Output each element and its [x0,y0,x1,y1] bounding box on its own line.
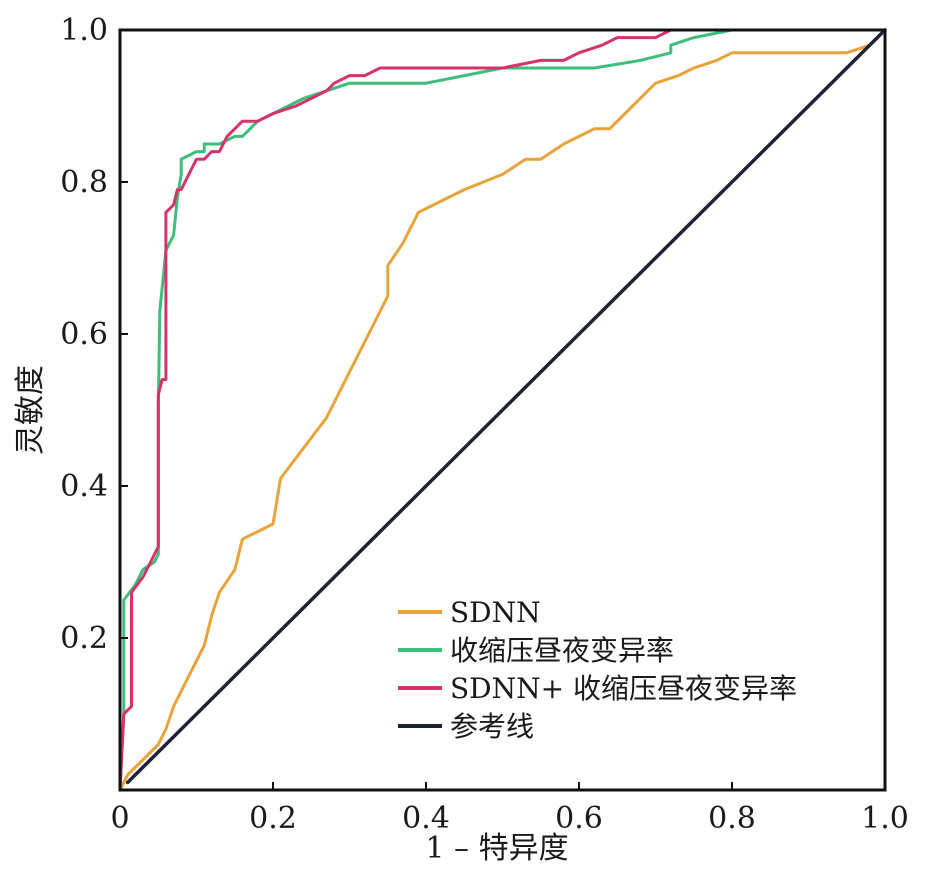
x-tick-label: 0 [110,801,129,836]
y-axis: 0.2 0.4 0.6 0.8 1.0 [60,13,128,656]
x-axis-label: 1 – 特异度 [425,831,568,866]
y-axis-label: 灵敏度 [13,365,48,455]
series-line-3 [125,28,887,785]
y-tick-label: 0.8 [60,165,108,200]
x-tick-label: 0.2 [249,801,297,836]
y-tick-label: 1.0 [60,13,108,48]
plot-area [118,28,887,792]
legend-label: 参考线 [450,710,534,743]
legend-label: SDNN+ 收缩压昼夜变异率 [450,672,797,705]
legend-label: SDNN [450,596,541,629]
plot-frame [118,28,887,792]
series-line-2 [118,28,887,792]
series-line-0 [118,28,887,792]
x-axis: 0 0.2 0.4 0.6 0.8 1.0 [110,782,909,836]
y-tick-label: 0.4 [60,469,108,504]
legend-label: 收缩压昼夜变异率 [450,634,674,667]
x-tick-label: 0.4 [402,801,450,836]
x-tick-label: 1.0 [861,801,909,836]
x-tick-label: 0.6 [555,801,603,836]
y-tick-label: 0.2 [60,621,108,656]
y-tick-label: 0.6 [60,317,108,352]
x-tick-label: 0.8 [708,801,756,836]
